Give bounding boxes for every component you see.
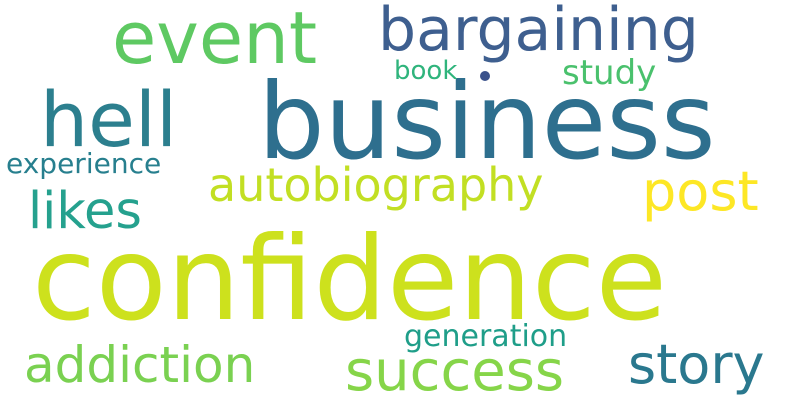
word-addiction: addiction <box>24 336 256 394</box>
word-story: story <box>628 333 765 396</box>
word-confidence: confidence <box>32 212 667 347</box>
word-generation: generation <box>404 319 568 354</box>
word-success: success <box>345 339 565 400</box>
word-study: study <box>562 53 657 93</box>
word-book: book <box>394 56 458 86</box>
word-business: business <box>258 61 716 183</box>
word-likes: likes <box>28 182 143 241</box>
word-bargaining: bargaining <box>378 0 699 65</box>
word-experience: experience <box>6 147 162 180</box>
word-autobiography: autobiography <box>208 158 544 212</box>
word-post: post <box>642 160 759 223</box>
decorative-dot <box>480 71 490 81</box>
word-hell: hell <box>40 75 178 164</box>
word-event: event <box>112 0 318 80</box>
